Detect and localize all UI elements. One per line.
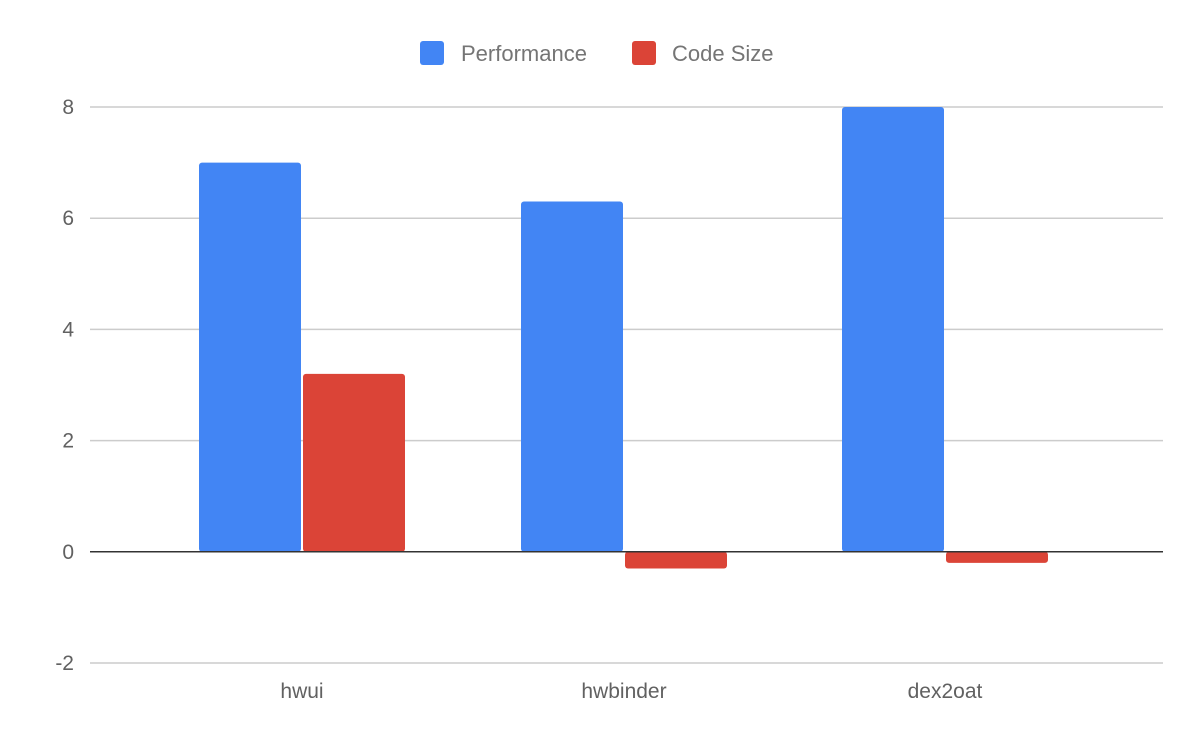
- legend-swatch-performance: [420, 41, 444, 65]
- y-tick-label: 2: [62, 430, 74, 453]
- bar-hwbinder-code-size: [625, 551, 727, 569]
- legend-label-performance: Performance: [461, 41, 587, 66]
- bar-dex2oat-code-size: [946, 551, 1048, 563]
- legend-label-code-size: Code Size: [672, 41, 774, 66]
- x-category-label: hwbinder: [581, 680, 666, 703]
- x-category-label: hwui: [280, 680, 323, 703]
- y-tick-label: 8: [62, 96, 74, 119]
- x-axis: hwui hwbinder dex2oat: [280, 680, 982, 703]
- legend-swatch-code-size: [632, 41, 656, 65]
- y-axis: -2 0 2 4 6 8: [55, 96, 74, 675]
- y-tick-label: 0: [62, 541, 74, 564]
- x-category-label: dex2oat: [908, 680, 983, 703]
- y-tick-label: -2: [55, 652, 74, 675]
- bar-hwui-code-size: [303, 373, 405, 552]
- bar-hwbinder-performance: [521, 201, 623, 552]
- bar-hwui-performance: [199, 162, 301, 552]
- bar-dex2oat-performance: [842, 107, 944, 552]
- legend: Performance Code Size: [420, 41, 774, 66]
- y-tick-label: 4: [62, 318, 74, 341]
- y-tick-label: 6: [62, 207, 74, 230]
- bars: [199, 107, 1048, 569]
